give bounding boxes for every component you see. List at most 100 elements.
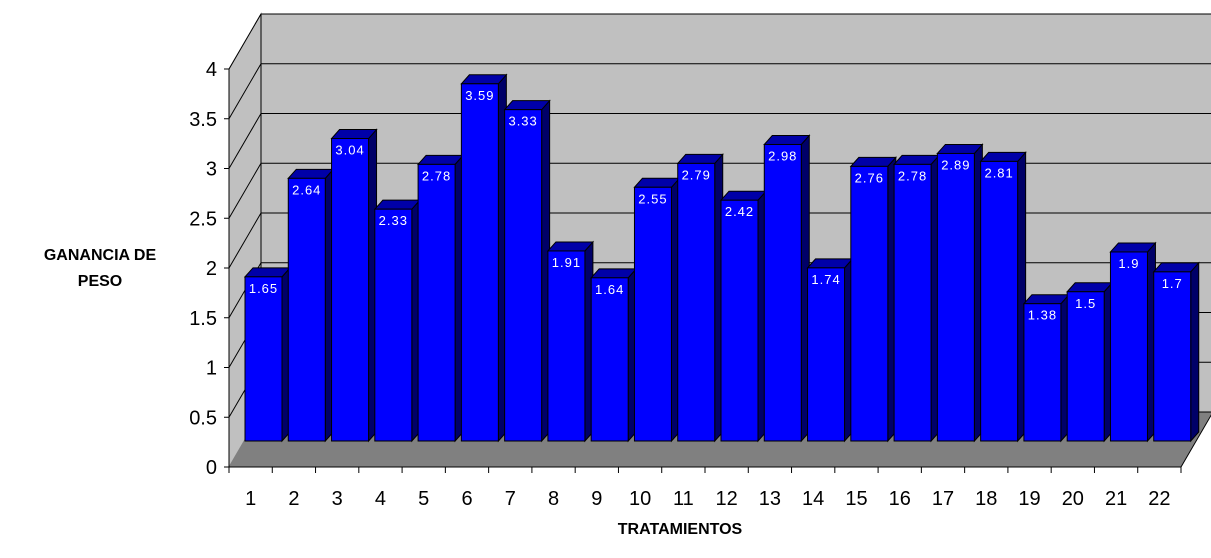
data-label: 1.9 (1118, 256, 1139, 271)
y-tick-label: 3 (206, 159, 217, 181)
bar-front (547, 250, 586, 442)
bar-top (330, 129, 378, 140)
y-tick-label: 0 (206, 457, 217, 479)
bar-front (980, 160, 1019, 442)
bar (849, 156, 897, 443)
y-tick-label: 3.5 (189, 109, 217, 131)
bar (416, 154, 465, 443)
bar-front (1153, 271, 1192, 442)
tick-labels: 0 0.5 1 1.5 2 2.5 3 3.5 4 1.65 2.64 3.04 2.33 2.78 3.5… (189, 59, 1183, 510)
y-tick-label: 2.5 (189, 208, 217, 230)
x-tick-label: 20 (1062, 488, 1084, 510)
x-tick-label: 12 (716, 488, 738, 510)
bar (373, 198, 421, 443)
bar-front (893, 163, 932, 442)
bar-front (460, 83, 499, 442)
data-label: 2.76 (855, 170, 884, 185)
gridline-side (228, 212, 262, 269)
bar-top (892, 154, 941, 165)
data-label: 1.64 (595, 282, 624, 297)
bar-top (676, 153, 724, 164)
x-tick-label: 1 (245, 488, 256, 510)
bar-front (374, 208, 413, 442)
x-tick-label: 8 (548, 488, 559, 510)
data-label: 2.55 (638, 191, 667, 206)
bar-top (979, 151, 1027, 162)
gridline-side (228, 13, 262, 70)
x-tick-label: 14 (802, 488, 824, 510)
data-label: 2.33 (379, 213, 408, 228)
data-label: 1.7 (1162, 276, 1183, 291)
bar-side (1190, 261, 1200, 443)
bar-front (677, 162, 716, 442)
bar (330, 128, 378, 443)
data-label: 2.78 (422, 168, 451, 183)
bar (1152, 261, 1200, 443)
bar-front (590, 277, 629, 442)
bar-top (633, 177, 681, 188)
data-label: 3.33 (508, 114, 537, 129)
x-axis-title: TRATAMIENTOS (617, 521, 743, 538)
gridline-side (228, 162, 262, 219)
y-tick-label: 0.5 (189, 407, 217, 429)
bar-top (460, 74, 508, 85)
bar-top (503, 100, 551, 111)
x-tick-label: 6 (461, 488, 472, 510)
data-label: 2.64 (292, 182, 321, 197)
x-tick-label: 16 (889, 488, 911, 510)
x-tick-label: 10 (629, 488, 651, 510)
y-tick-label: 1 (206, 358, 217, 380)
x-tick-label: 18 (975, 488, 997, 510)
bar-top (806, 258, 854, 269)
bars (243, 73, 1200, 443)
data-label: 2.78 (898, 168, 927, 183)
x-tick-label: 21 (1105, 488, 1127, 510)
data-label: 1.5 (1075, 296, 1096, 311)
floor-edge (1180, 414, 1211, 468)
bar-front (331, 138, 370, 442)
bar (633, 176, 681, 443)
bar-top (1022, 294, 1071, 305)
bar-front (720, 199, 759, 442)
bar-front (763, 143, 802, 442)
bar-front (1023, 303, 1062, 442)
x-tick-label: 22 (1148, 488, 1170, 510)
bar-top (719, 190, 768, 201)
bar-top (590, 268, 638, 279)
x-tick-label: 2 (288, 488, 299, 510)
data-label: 1.74 (811, 272, 840, 287)
x-tick-label: 7 (505, 488, 516, 510)
bar-top (849, 156, 897, 167)
bar-front (244, 276, 283, 442)
bar-top (546, 241, 595, 252)
bar-top (936, 143, 984, 154)
bar-top (416, 154, 465, 165)
bar (763, 134, 811, 443)
x-tick-label: 9 (591, 488, 602, 510)
data-label: 2.81 (984, 165, 1013, 180)
x-tick-label: 15 (845, 488, 867, 510)
bar-front (1109, 251, 1148, 442)
x-tick-label: 4 (375, 488, 386, 510)
data-label: 1.65 (249, 281, 278, 296)
data-label: 2.98 (768, 148, 797, 163)
data-label: 1.91 (552, 255, 581, 270)
y-tick-label: 1.5 (189, 308, 217, 330)
bar (1109, 241, 1157, 443)
bar (676, 153, 724, 443)
bar (719, 189, 768, 443)
gridline-side (228, 63, 262, 120)
bar (936, 143, 984, 443)
y-tick-label: 4 (206, 59, 217, 81)
bar-top (373, 199, 421, 210)
x-tick-label: 11 (673, 488, 694, 510)
y-tick-label: 2 (206, 258, 217, 280)
bar (892, 154, 941, 443)
bar-front (417, 163, 456, 442)
bar-front (287, 177, 326, 442)
data-label: 3.04 (335, 143, 364, 158)
x-tick-label: 19 (1018, 488, 1040, 510)
y-axis-title-line-1: GANANCIA DE (43, 247, 157, 264)
data-label: 2.42 (725, 204, 754, 219)
bar-top (287, 168, 335, 179)
